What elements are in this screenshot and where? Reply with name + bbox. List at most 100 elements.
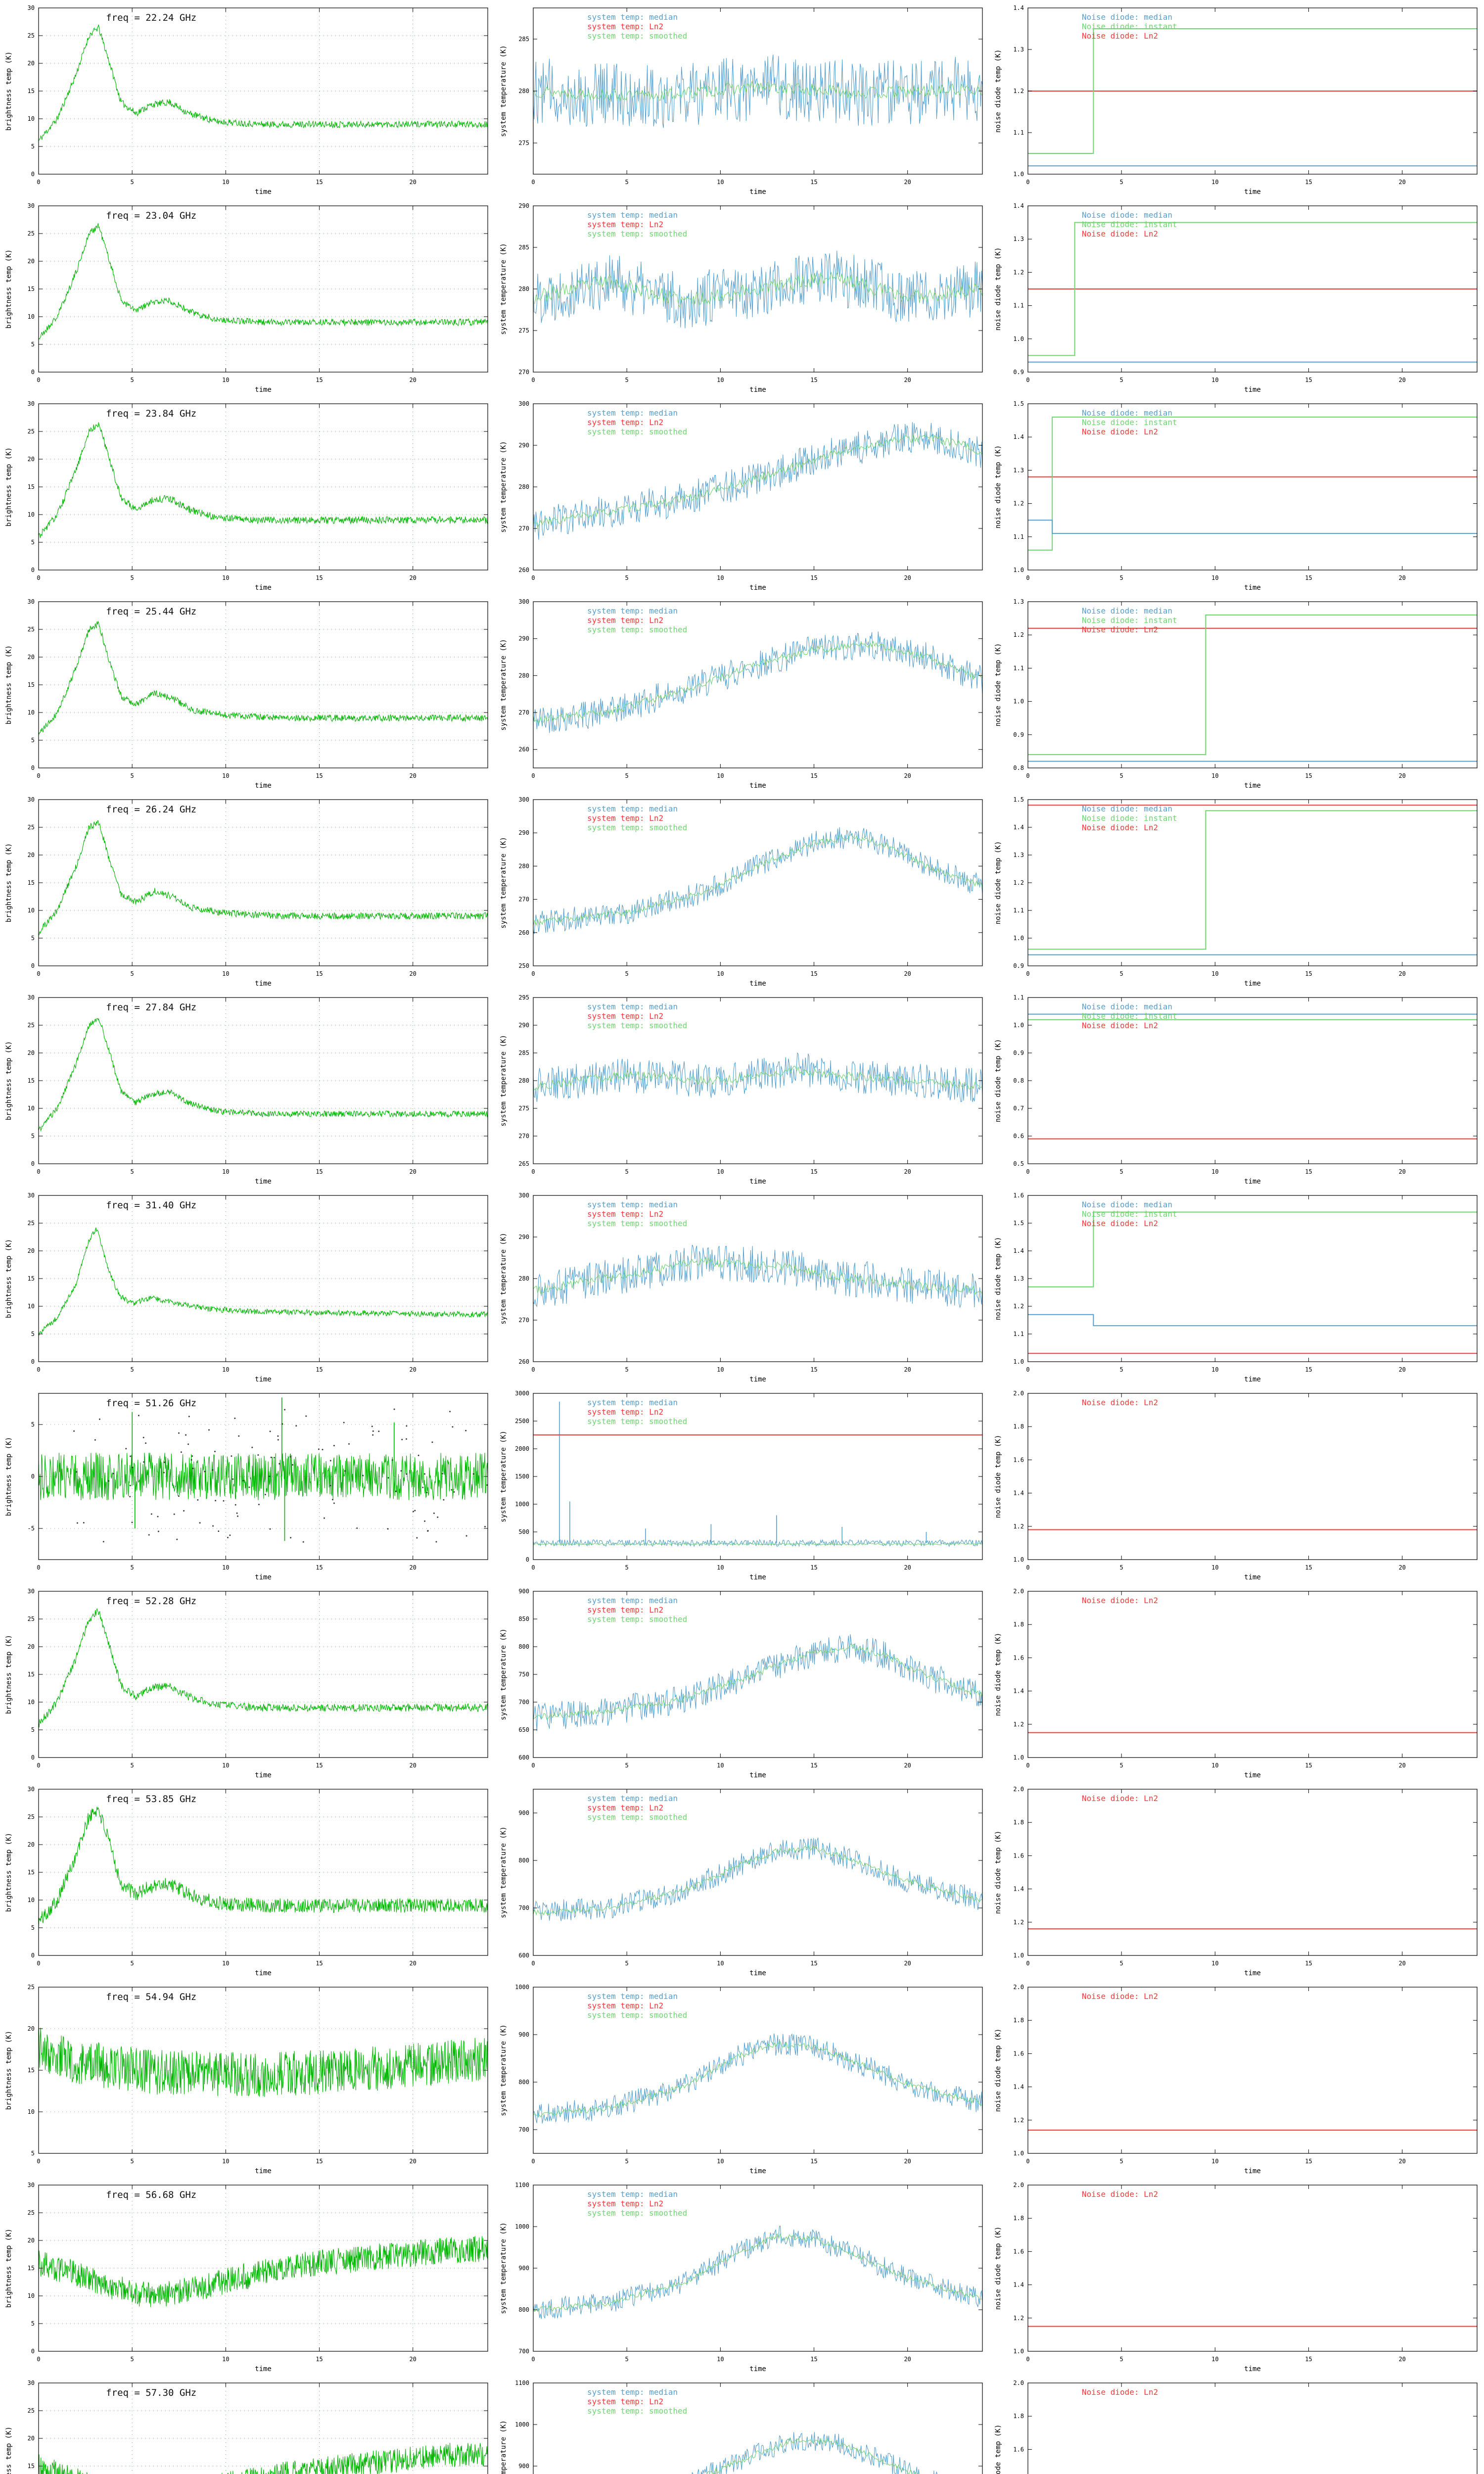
legend-entry: Noise diode: Ln2 (1082, 823, 1158, 832)
right-chart: 0 5 10 15 20 1.0 1.2 1.4 1.6 1.8 2.0 time noise diod… (994, 1390, 1478, 1581)
right-chart: 0 5 10 15 20 1.0 1.2 1.4 1.6 1.8 2.0 time noise diod… (994, 1786, 1478, 1977)
y-tick-label: 1.0 (1013, 698, 1024, 705)
legend-entry: Noise diode: Ln2 (1082, 625, 1158, 634)
y-tick-label: 30 (28, 2182, 35, 2189)
legend-entry: Noise diode: instant (1082, 418, 1177, 427)
x-tick-label: 20 (409, 2356, 416, 2363)
x-tick-label: 20 (904, 2158, 911, 2165)
scatter-dot (441, 1473, 443, 1475)
y-tick-label: 285 (518, 1049, 529, 1056)
noise-diode-panel: 0 5 10 15 20 1.0 1.2 1.4 1.6 1.8 2.0 time noise diod… (989, 1385, 1484, 1583)
trace-median (1028, 1314, 1477, 1327)
y-tick-label: 3000 (515, 1390, 529, 1397)
scatter-dot (143, 1461, 145, 1463)
x-axis-label: time (1244, 584, 1261, 592)
noise-diode-panel: 0 5 10 15 20 1.0 1.2 1.4 1.6 1.8 2.0 time noise diod… (989, 1781, 1484, 1979)
x-tick-label: 15 (316, 772, 323, 779)
y-tick-label: 290 (518, 829, 529, 836)
axis-frame (533, 1789, 983, 1956)
y-tick-label: 25 (28, 824, 35, 831)
y-tick-label: 2.0 (1013, 1786, 1024, 1793)
axis-frame (1027, 1393, 1478, 1560)
brightness-panel: 0 5 10 15 20 0 5 10 15 20 25 30 time brightness temp … (0, 792, 495, 990)
scatter-dot (236, 1512, 238, 1514)
x-tick-label: 15 (810, 1762, 817, 1769)
x-axis-label: time (1244, 386, 1261, 394)
y-tick-label: 1.1 (1013, 994, 1024, 1001)
x-tick-label: 20 (1398, 377, 1405, 383)
axis-frame (533, 1987, 983, 2154)
scatter-dot (113, 1473, 115, 1475)
y-tick-label: 1100 (515, 2182, 529, 2189)
trace-brightness (38, 223, 488, 340)
noise-diode-panel: 0 5 10 15 20 1.0 1.1 1.2 1.3 1.4 1.5 time noise diod… (989, 396, 1484, 594)
x-tick-label: 0 (531, 1960, 535, 1967)
y-tick-label: 15 (28, 88, 35, 95)
y-tick-label: 20 (28, 1049, 35, 1056)
x-tick-label: 5 (131, 1564, 134, 1571)
x-tick-label: 0 (1026, 1960, 1029, 1967)
x-tick-label: 15 (1305, 772, 1312, 779)
scatter-dot (73, 1430, 75, 1432)
y-tick-label: 270 (518, 369, 529, 376)
y-tick-label: 2.0 (1013, 2182, 1024, 2189)
x-tick-label: 10 (717, 772, 724, 779)
y-tick-label: 1500 (515, 1473, 529, 1480)
x-axis-label: time (749, 1969, 766, 1977)
x-tick-label: 20 (904, 574, 911, 581)
freq-label: freq = 51.26 GHz (106, 1398, 196, 1409)
x-axis-label: time (749, 980, 766, 988)
brightness-panel: 0 5 10 15 20 5 10 15 20 25 time brightness temp (K)… (0, 1979, 495, 2177)
y-tick-label: 1.8 (1013, 1819, 1024, 1826)
x-tick-label: 10 (222, 1564, 229, 1571)
x-tick-label: 0 (531, 1564, 535, 1571)
y-tick-label: 290 (518, 635, 529, 642)
scatter-dot (231, 1455, 232, 1457)
x-tick-label: 15 (1305, 1366, 1312, 1373)
middle-chart: 0 5 10 15 20 250 260 270 280 290 300 time system tem… (500, 796, 983, 988)
noise-diode-panel: 0 5 10 15 20 1.0 1.2 1.4 1.6 1.8 2.0 time noise diod… (989, 2177, 1484, 2375)
scatter-dot (157, 1530, 159, 1532)
legend-entry: Noise diode: Ln2 (1082, 1992, 1158, 2001)
scatter-dot (329, 1484, 331, 1486)
y-tick-label: 1.2 (1013, 2315, 1024, 2322)
y-axis-label: noise diode temp (K) (994, 841, 1002, 925)
legend-entry: system temp: smoothed (587, 625, 687, 634)
x-tick-label: 5 (1120, 970, 1123, 977)
scatter-dot (278, 1463, 280, 1465)
legend-entry: Noise diode: instant (1082, 616, 1177, 625)
y-tick-label: 1.2 (1013, 269, 1024, 276)
y-tick-label: 20 (28, 852, 35, 858)
legend-entry: system temp: Ln2 (587, 1209, 663, 1219)
x-tick-label: 0 (1026, 377, 1029, 383)
middle-chart: 0 5 10 15 20 260 270 280 290 300 time system temper… (500, 598, 983, 790)
freq-label: freq = 22.24 GHz (106, 12, 196, 23)
y-tick-label: 1.0 (1013, 335, 1024, 342)
y-tick-label: 1.0 (1013, 1022, 1024, 1029)
scatter-dot (76, 1471, 78, 1473)
trace-median (533, 1837, 983, 1921)
middle-chart: 0 5 10 15 20 275 280 285 time system temperature … (500, 7, 983, 196)
x-tick-label: 15 (316, 1564, 323, 1571)
y-tick-label: 1.4 (1013, 4, 1024, 11)
x-tick-label: 5 (131, 2356, 134, 2363)
x-tick-label: 10 (717, 1168, 724, 1175)
x-tick-label: 10 (717, 179, 724, 186)
x-tick-label: 10 (717, 2356, 724, 2363)
scatter-dot (290, 1537, 292, 1539)
y-tick-label: 270 (518, 896, 529, 903)
y-tick-label: 20 (28, 456, 35, 463)
y-tick-label: 0 (31, 1473, 35, 1480)
scatter-dot (333, 1445, 335, 1447)
y-tick-label: 10 (28, 1699, 35, 1706)
x-tick-label: 15 (316, 1366, 323, 1373)
legend-entry: Noise diode: median (1082, 1200, 1172, 1209)
y-tick-label: 30 (28, 796, 35, 803)
legend-entry: Noise diode: Ln2 (1082, 229, 1158, 238)
y-tick-label: 20 (28, 60, 35, 67)
x-tick-label: 0 (531, 1168, 535, 1175)
x-axis-label: time (1244, 188, 1261, 196)
